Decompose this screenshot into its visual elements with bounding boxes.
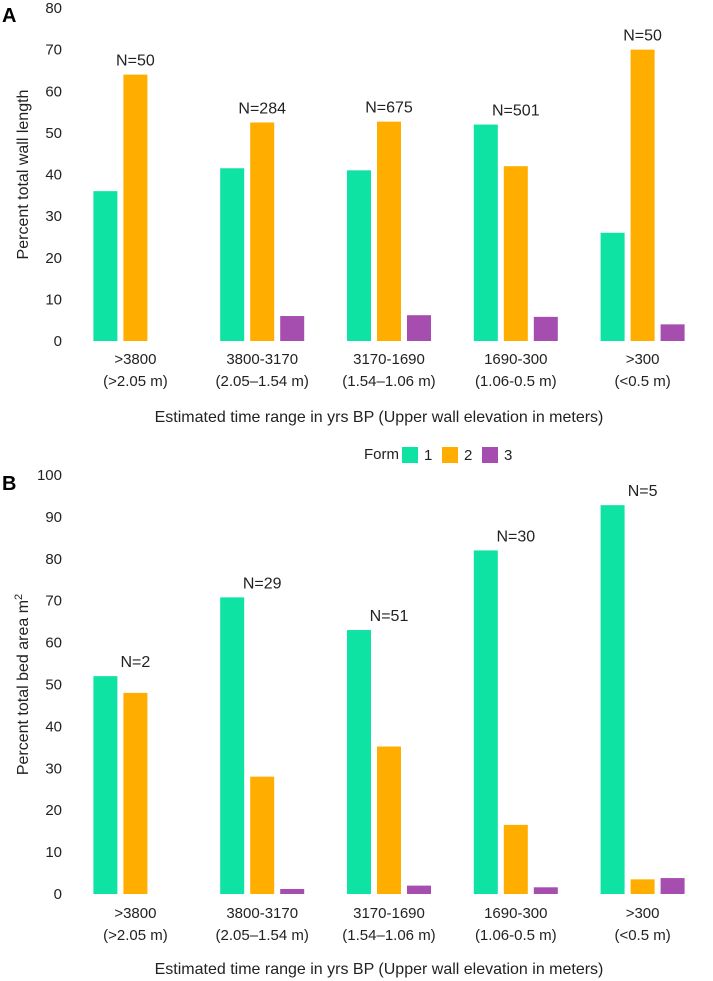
legend-label-form-3: 3 [504,447,512,464]
bar-form-1-2 [220,168,245,341]
x-category-sublabel: (<0.5 m) [614,927,670,944]
bar-form-2-5 [630,49,655,341]
x-category-label: 3170-1690 [353,905,425,922]
x-category-sublabel: (>2.05 m) [103,373,168,390]
bar-form-2-1 [123,692,148,894]
bar-form-3-4 [533,887,558,894]
legend: Form 1 2 3 [364,446,512,464]
y-tick-label: 70 [45,593,62,610]
y-axis-title-text: Percent total wall length [15,90,32,260]
n-label: N=50 [116,53,155,70]
y-axis-title: Percent total bed area m2 [13,594,32,775]
bar-form-2-3 [377,746,401,894]
bar-form-1-2 [220,597,245,894]
x-category-sublabel: (1.54–1.06 m) [342,373,435,390]
bar-form-1-5 [600,232,625,341]
y-tick-label: 100 [37,467,62,484]
x-category-sublabel: (1.54–1.06 m) [342,927,435,944]
bar-form-3-3 [407,885,431,894]
y-tick-label: 40 [45,167,62,184]
panel-letter: B [2,473,16,495]
legend-swatch-form-3 [482,447,498,463]
x-category-sublabel: (>2.05 m) [103,927,168,944]
chart-panel-a: A 0 10 20 30 40 50 60 70 80 Percent total wall len… [2,0,685,426]
n-label: N=51 [370,608,409,625]
n-label: N=50 [623,28,662,45]
x-category-label: >3800 [114,351,156,368]
x-category-sublabel: (2.05–1.54 m) [216,373,309,390]
y-axis-title-superscript: 2 [13,594,25,600]
bar-form-2-3 [377,121,401,341]
bar-form-1-5 [600,505,625,894]
n-label: N=30 [496,528,535,545]
legend-label-form-2: 2 [464,447,472,464]
bar-form-3-4 [533,316,558,341]
bar-form-2-4 [503,166,528,341]
bar-form-2-4 [503,824,528,894]
bar-form-3-3 [407,315,431,341]
panel-letter: A [2,5,16,27]
x-category-sublabel: (<0.5 m) [614,373,670,390]
bar-form-3-2 [280,888,305,894]
x-category-label: >300 [626,351,660,368]
y-tick-label: 10 [45,291,62,308]
n-label: N=5 [628,483,658,500]
x-category-label: 3800-3170 [226,351,298,368]
legend-swatch-form-2 [442,447,458,463]
x-category-label: 3170-1690 [353,351,425,368]
y-tick-label: 20 [45,802,62,819]
bar-form-1-3 [347,170,371,341]
bar-form-1-1 [93,191,118,341]
x-category-sublabel: (1.06-0.5 m) [475,927,557,944]
y-tick-label: 0 [54,886,62,903]
bar-form-3-2 [280,316,305,341]
legend-title: Form [364,446,399,463]
n-label: N=29 [243,575,282,592]
legend-label-form-1: 1 [424,447,432,464]
y-axis-title-text: Percent total bed area m [15,600,32,775]
bar-form-3-5 [660,878,685,894]
x-category-sublabel: (2.05–1.54 m) [216,927,309,944]
x-category-label: 1690-300 [484,905,547,922]
y-tick-label: 80 [45,0,62,17]
y-tick-label: 30 [45,208,62,225]
x-category-label: >3800 [114,905,156,922]
y-tick-label: 60 [45,83,62,100]
chart-panel-b: B 0 10 20 30 40 50 60 70 80 90 100 Percent total bed… [2,467,685,978]
bar-form-2-2 [250,122,275,341]
n-label: N=501 [492,103,540,120]
n-label: N=2 [121,654,151,671]
y-tick-label: 60 [45,635,62,652]
x-category-sublabel: (1.06-0.5 m) [475,373,557,390]
y-tick-label: 20 [45,250,62,267]
bar-form-1-4 [473,550,498,894]
n-label: N=675 [365,100,413,117]
bar-form-1-1 [93,676,118,894]
bar-form-2-5 [630,879,655,894]
legend-swatch-form-1 [402,447,418,463]
n-label: N=284 [238,100,286,117]
bar-form-2-1 [123,74,148,341]
x-category-label: 3800-3170 [226,905,298,922]
y-tick-label: 0 [54,333,62,350]
y-tick-label: 40 [45,718,62,735]
y-tick-label: 90 [45,509,62,526]
bar-form-3-5 [660,324,685,341]
bar-form-1-3 [347,630,371,894]
x-category-label: 1690-300 [484,351,547,368]
y-tick-label: 70 [45,42,62,59]
y-tick-label: 30 [45,760,62,777]
y-axis-title: Percent total wall length [15,90,32,260]
y-tick-label: 50 [45,677,62,694]
x-category-label: >300 [626,905,660,922]
x-axis-title: Estimated time range in yrs BP (Upper wa… [155,409,604,426]
bar-form-1-4 [473,124,498,341]
y-tick-label: 80 [45,551,62,568]
x-axis-title: Estimated time range in yrs BP (Upper wa… [155,961,604,978]
bar-form-2-2 [250,776,275,894]
y-tick-label: 50 [45,125,62,142]
y-tick-label: 10 [45,844,62,861]
